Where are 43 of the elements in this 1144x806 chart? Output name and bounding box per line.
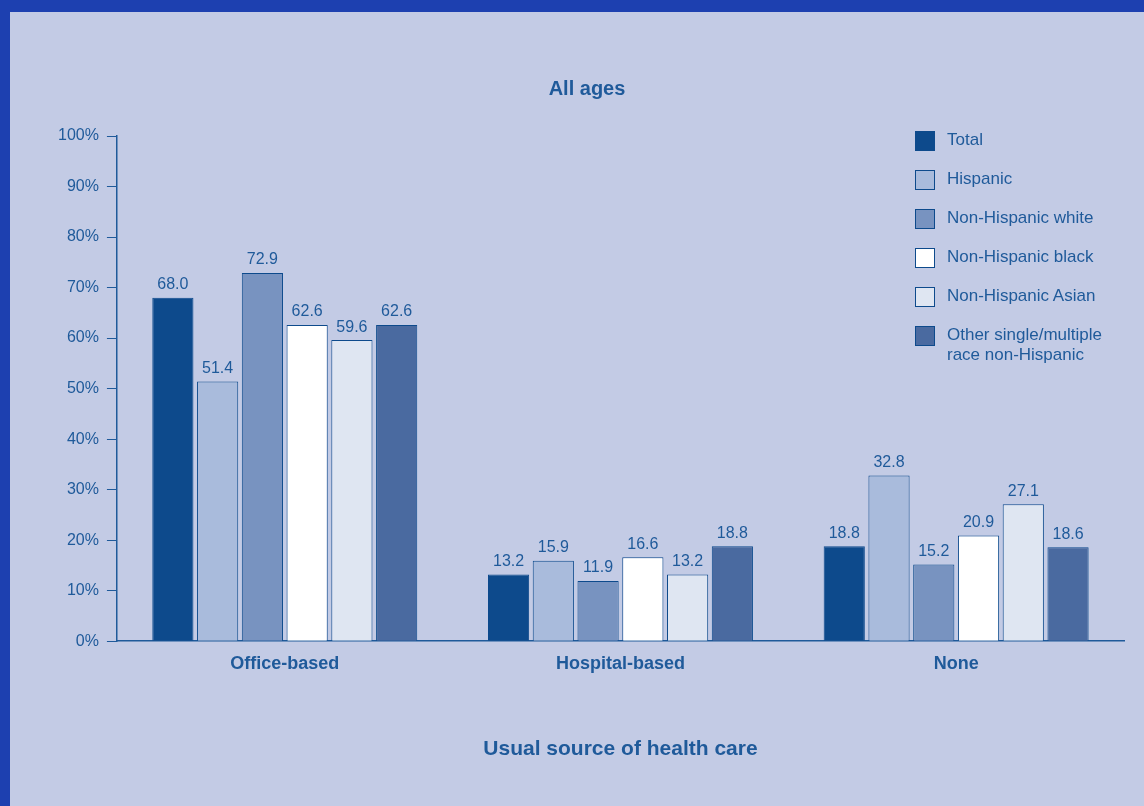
data-label: 18.8: [828, 523, 860, 541]
data-label: 16.6: [627, 534, 659, 552]
data-label: 13.2: [492, 551, 525, 569]
y-tick-label: 50%: [66, 379, 99, 397]
y-tick-label: 80%: [66, 227, 99, 245]
data-label: 11.9: [583, 558, 614, 576]
data-label: 18.6: [1052, 524, 1084, 542]
y-tick-label: 60%: [66, 328, 99, 346]
legend-label: Non-Hispanic Asian: [947, 286, 1096, 306]
legend-label: Other single/multiple race non-Hispanic: [947, 325, 1103, 365]
x-axis-title: Usual source of health care: [483, 736, 758, 760]
legend-label: Non-Hispanic white: [947, 208, 1094, 228]
data-label: 15.9: [537, 538, 569, 556]
y-tick-label: 30%: [66, 480, 99, 498]
data-label: 62.6: [381, 302, 413, 320]
bar: [823, 546, 865, 641]
data-label: 51.4: [202, 358, 234, 376]
x-tick-label: Office-based: [230, 652, 340, 673]
y-tick-label: 100%: [58, 126, 99, 144]
data-label: 32.8: [873, 452, 905, 470]
data-label: 27.1: [1007, 481, 1039, 499]
data-label: 20.9: [962, 513, 995, 531]
data-label: 13.2: [672, 551, 704, 569]
chart-title: All ages: [548, 76, 626, 99]
legend-label: Total: [947, 130, 983, 150]
data-label: 72.9: [246, 250, 279, 268]
bar: [487, 574, 530, 641]
x-tick-label: Hospital-based: [555, 652, 685, 673]
x-tick-label: None: [933, 652, 979, 673]
y-tick-label: 70%: [66, 277, 99, 295]
data-label: 62.6: [291, 302, 323, 320]
data-label: 68.0: [157, 275, 189, 293]
y-tick-label: 90%: [66, 176, 99, 194]
y-tick-label: 10%: [66, 581, 99, 599]
bar: [152, 297, 194, 641]
legend-label: Non-Hispanic black: [947, 247, 1094, 267]
legend-label: Hispanic: [947, 169, 1013, 189]
data-label: 15.2: [918, 541, 950, 559]
y-tick-label: 40%: [66, 429, 99, 447]
data-label: 59.6: [336, 317, 368, 335]
y-tick-label: 20%: [66, 530, 99, 548]
y-tick-label: 0%: [75, 631, 99, 649]
data-label: 18.8: [716, 523, 749, 541]
